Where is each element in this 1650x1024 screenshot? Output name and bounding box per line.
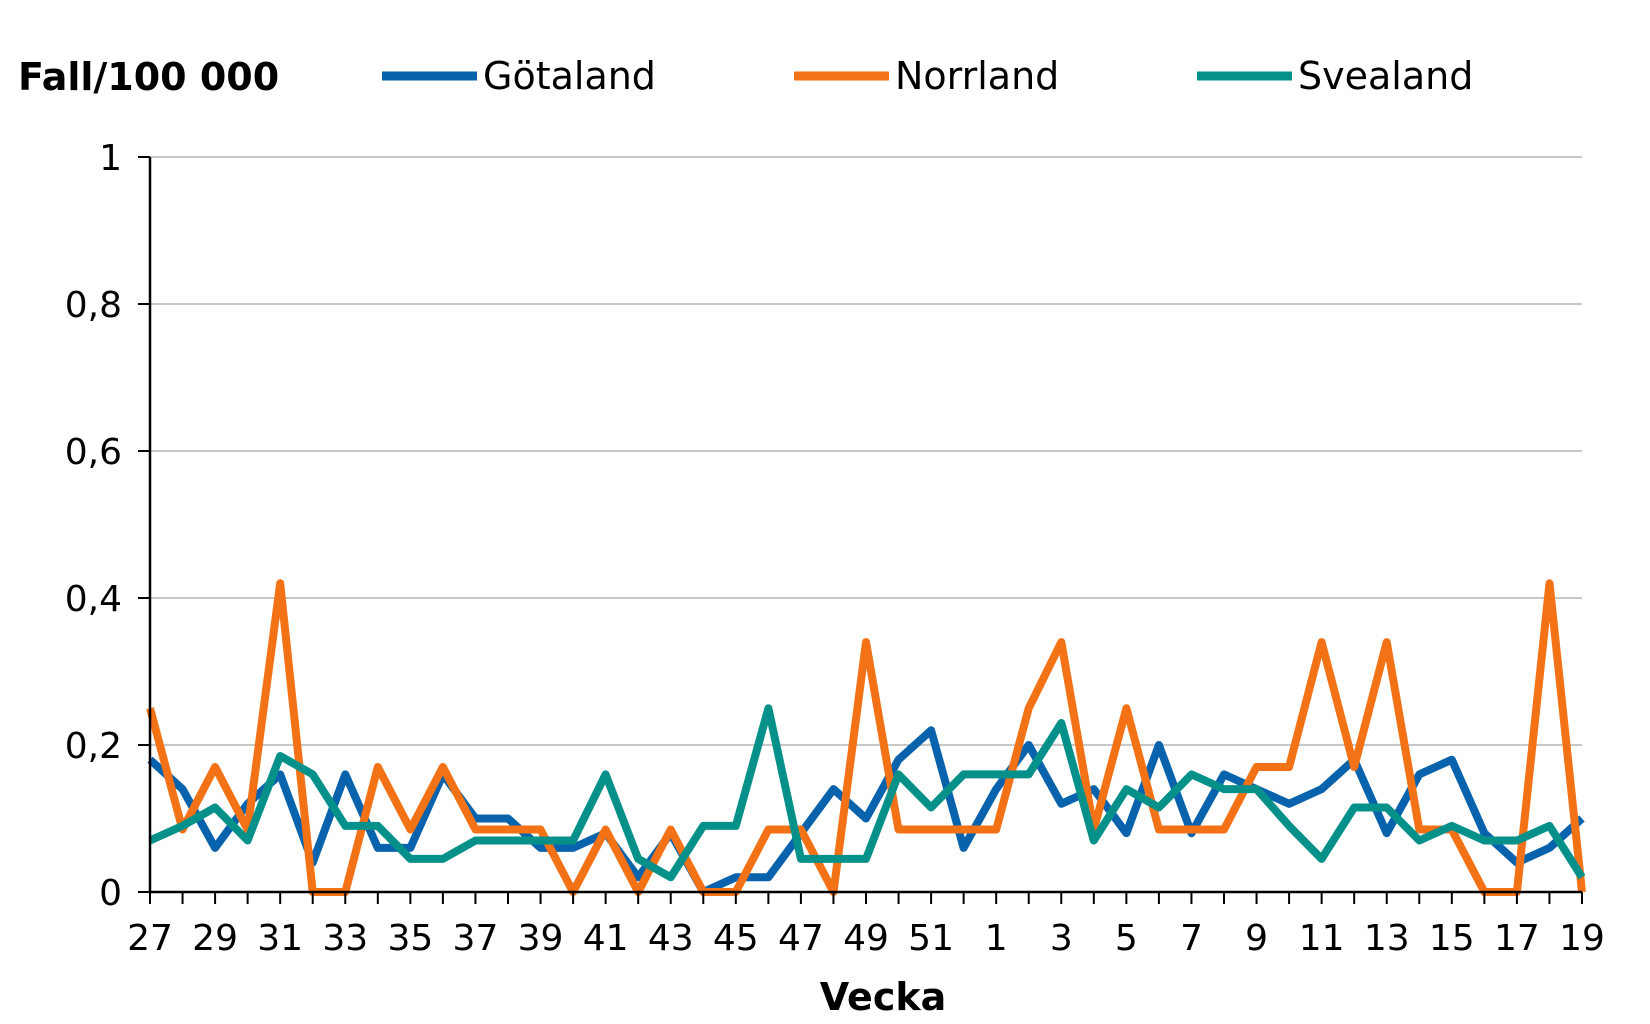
y-tick-label: 1: [99, 138, 122, 179]
x-tick-label: 5: [1115, 918, 1138, 959]
x-tick-label: 35: [387, 918, 433, 959]
x-tick-label: 7: [1180, 918, 1203, 959]
series-line-norrland: [146, 579, 1586, 896]
x-tick-label: 27: [127, 918, 173, 959]
x-tick-label: 9: [1245, 918, 1268, 959]
x-tick-label: 33: [322, 918, 368, 959]
x-tick-label: 3: [1050, 918, 1073, 959]
x-tick-label: 51: [908, 918, 954, 959]
x-tick-label: 19: [1559, 918, 1605, 959]
y-tick-label: 0,2: [65, 726, 122, 767]
y-axis-ticks: 0 0,2 0,4 0,6 0,8 1: [65, 138, 150, 914]
legend-label: Norrland: [895, 54, 1059, 98]
y-tick-label: 0,6: [65, 432, 122, 473]
gridlines: [150, 156, 1582, 746]
x-tick-label: 13: [1364, 918, 1410, 959]
y-axis-label: Fall/100 000: [18, 55, 279, 99]
x-tick-label: 1: [985, 918, 1008, 959]
x-tick-label: 31: [257, 918, 303, 959]
x-tick-label: 47: [778, 918, 824, 959]
legend-label: Svealand: [1298, 54, 1473, 98]
series-line-g-taland: [147, 726, 1585, 896]
series-line-svealand: [148, 704, 1586, 882]
x-tick-label: 37: [453, 918, 499, 959]
x-axis-ticks: 27 29 31 33 35 37 39 41 43 45 47 49 51 1 3 5 7 9 11 13 15 17 1…: [127, 892, 1605, 959]
x-tick-label: 49: [843, 918, 889, 959]
x-axis-label: Vecka: [820, 975, 947, 1019]
y-tick-label: 0: [99, 873, 122, 914]
legend: Götaland Norrland Svealand: [382, 54, 1473, 98]
x-tick-label: 43: [648, 918, 694, 959]
x-tick-label: 45: [713, 918, 759, 959]
x-tick-label: 17: [1494, 918, 1540, 959]
x-tick-label: 15: [1429, 918, 1475, 959]
y-tick-label: 0,4: [65, 579, 122, 620]
x-tick-label: 11: [1299, 918, 1345, 959]
legend-label: Götaland: [483, 54, 656, 98]
y-tick-label: 0,8: [65, 285, 122, 326]
x-tick-label: 29: [192, 918, 238, 959]
series-lines: [146, 579, 1586, 896]
x-tick-label: 41: [583, 918, 629, 959]
x-tick-label: 39: [518, 918, 564, 959]
